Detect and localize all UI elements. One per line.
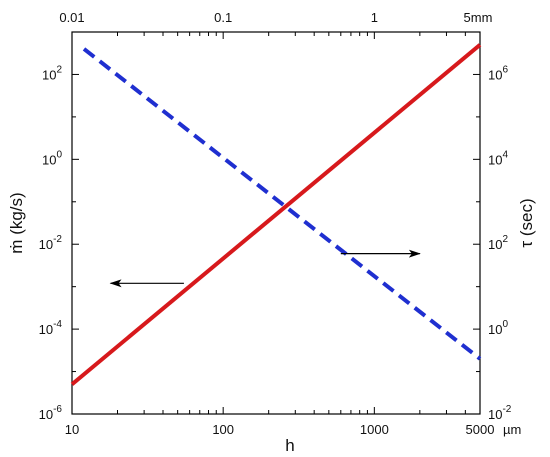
top-tick-label: 0.01: [59, 10, 84, 25]
x-axis-label: h: [285, 436, 294, 455]
y-left-tick-label: 102: [42, 64, 62, 82]
y-left-tick-label: 100: [42, 149, 62, 167]
plot-frame: [71, 31, 481, 415]
x-tick-label: 5000: [466, 422, 495, 437]
series-line-right-axis: [82, 47, 482, 361]
y-left-axis-label: ṁ (kg/s): [7, 192, 26, 253]
top-tick-label: 1: [371, 10, 378, 25]
y-left-tick-label: 10-4: [39, 319, 63, 337]
y-right-tick-label: 100: [488, 319, 508, 337]
x-unit-label: µm: [503, 422, 521, 437]
series-line-left-axis: [70, 43, 482, 386]
x-tick-label: 1000: [360, 422, 389, 437]
y-right-axis-label: τ (sec): [517, 198, 536, 247]
y-left-tick-label: 10-6: [39, 404, 63, 422]
y-right-tick-label: 10-2: [488, 404, 512, 422]
y-left-tick-label: 10-2: [39, 234, 63, 252]
top-tick-label: 5mm: [464, 10, 493, 25]
y-right-tick-label: 106: [488, 64, 508, 82]
top-tick-label: 0.1: [214, 10, 232, 25]
x-tick-label: 100: [212, 422, 234, 437]
chart-labels: 10 100 1000 5000 µm 0.01 0.1 1 5mm 10-6 10-4 10-2 10…: [7, 10, 536, 455]
x-tick-label: 10: [65, 422, 79, 437]
chart-marks: [70, 31, 482, 415]
y-right-tick-label: 104: [488, 149, 508, 167]
y-right-tick-label: 102: [488, 234, 508, 252]
